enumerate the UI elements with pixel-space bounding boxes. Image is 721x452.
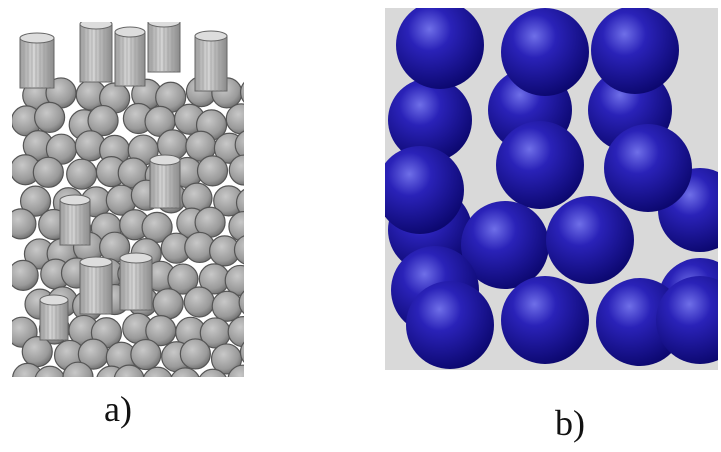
cylinder-body — [150, 160, 180, 208]
sphere — [546, 196, 634, 284]
panel-b-image — [376, 1, 721, 369]
sphere — [376, 146, 464, 234]
sphere — [143, 367, 173, 397]
sphere — [35, 102, 65, 132]
cylinder-body — [115, 32, 145, 86]
sphere — [67, 159, 97, 189]
cylinder-cap — [60, 195, 90, 205]
figure-art — [0, 0, 721, 452]
cylinder-cap — [40, 295, 68, 305]
sphere — [396, 1, 484, 89]
panel-a-label: a) — [104, 388, 132, 430]
sphere — [226, 104, 256, 134]
sphere — [591, 6, 679, 94]
sphere — [240, 337, 270, 367]
cylinder — [115, 27, 145, 86]
cylinder — [80, 19, 112, 82]
cylinder-body — [60, 200, 90, 245]
sphere — [604, 124, 692, 212]
sphere — [239, 287, 269, 317]
panel-a-image — [6, 17, 271, 399]
sphere — [170, 368, 200, 398]
cylinder-cap — [120, 253, 152, 263]
cylinder-cap — [20, 33, 54, 43]
cylinder-body — [20, 38, 54, 88]
sphere — [496, 121, 584, 209]
sphere — [406, 281, 494, 369]
sphere — [197, 156, 227, 186]
sphere — [33, 157, 63, 187]
cylinder — [80, 257, 112, 314]
cylinder — [148, 17, 180, 72]
sphere — [35, 366, 65, 396]
cylinder — [195, 31, 227, 91]
sphere — [228, 317, 258, 347]
cylinder-cap — [195, 31, 227, 41]
sphere — [234, 235, 264, 265]
cylinder — [20, 33, 54, 88]
sphere — [198, 369, 228, 399]
cylinder — [150, 155, 180, 208]
sphere — [229, 155, 259, 185]
sphere — [241, 77, 271, 107]
cylinder-cap — [150, 155, 180, 165]
sphere — [153, 289, 183, 319]
cylinder-cap — [80, 19, 112, 29]
sphere — [180, 339, 210, 369]
sphere — [6, 209, 36, 239]
sphere — [63, 362, 93, 392]
cylinder-cap — [115, 27, 145, 37]
sphere — [501, 8, 589, 96]
cylinder-cap — [148, 17, 180, 27]
sphere — [22, 337, 52, 367]
sphere — [212, 291, 242, 321]
panel-b-label: b) — [555, 402, 585, 444]
sphere — [228, 365, 258, 395]
sphere — [184, 287, 214, 317]
sphere — [501, 276, 589, 364]
cylinder-cap — [80, 257, 112, 267]
sphere — [8, 260, 38, 290]
cylinder — [40, 295, 68, 340]
sphere — [13, 363, 43, 393]
cylinder — [120, 253, 152, 310]
sphere — [131, 340, 161, 370]
cylinder — [60, 195, 90, 245]
figure: a) b) — [0, 0, 721, 452]
